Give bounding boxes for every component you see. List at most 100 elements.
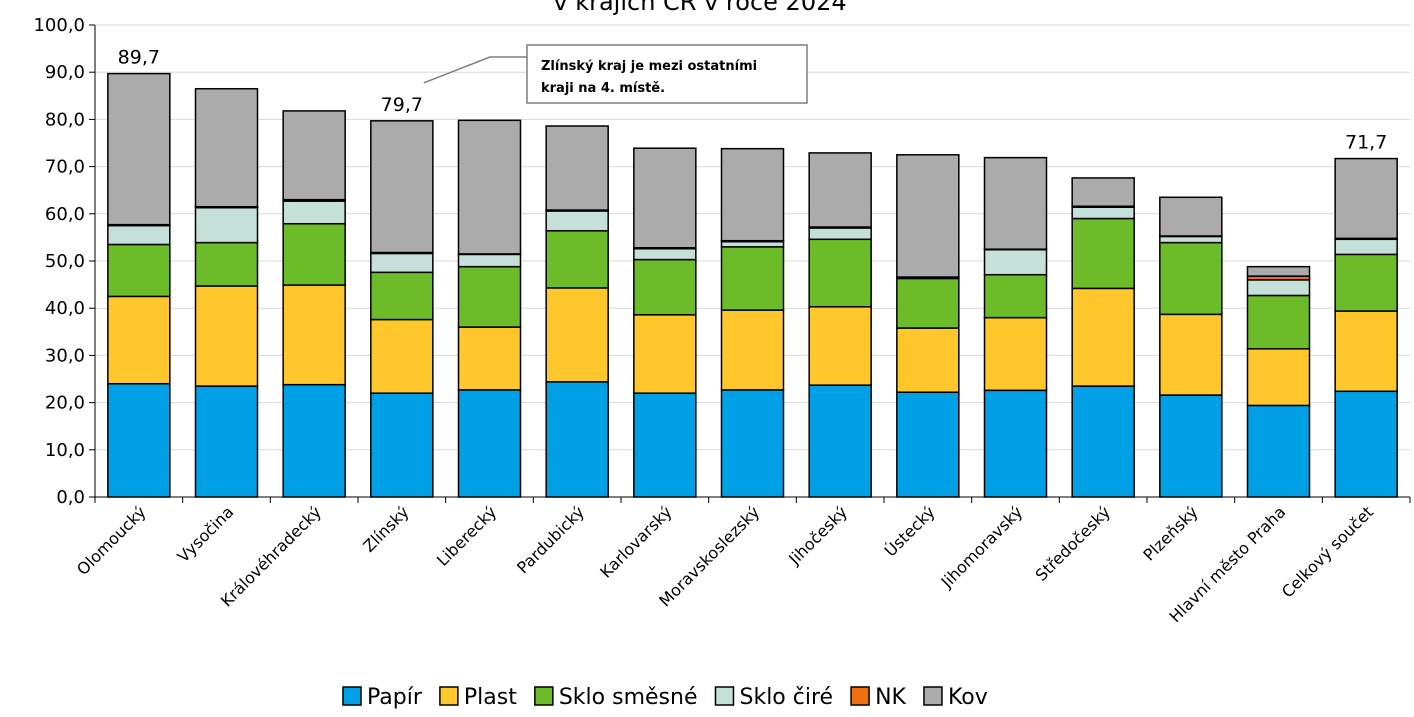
y-tick-label: 40,0 — [45, 298, 85, 319]
category-label: Karlovarský — [596, 502, 675, 581]
bar-segment — [370, 271, 434, 321]
bar-segment — [808, 238, 872, 308]
bar-segment — [545, 287, 609, 383]
bar-segment — [457, 389, 522, 498]
bar-segment — [983, 248, 1048, 276]
bar-segment — [1071, 385, 1135, 498]
bar-segment — [1159, 394, 1223, 498]
bar-segment — [896, 277, 960, 329]
bar-segment — [370, 392, 434, 498]
bar-segment — [1159, 235, 1223, 244]
bar-segment — [457, 119, 522, 255]
legend-swatch — [850, 686, 870, 706]
bar-segment — [545, 230, 609, 289]
bar-segment — [720, 309, 785, 391]
bar-segment — [1159, 313, 1223, 396]
bar-segment — [1334, 310, 1398, 393]
bar-segment — [808, 384, 872, 498]
bar-segment — [545, 381, 609, 498]
bar-segment — [1071, 217, 1135, 290]
bar-segment — [545, 210, 609, 232]
bar-segment — [282, 284, 346, 386]
y-tick-label: 100,0 — [33, 15, 85, 36]
bar-segment — [720, 240, 785, 248]
bar-segment — [720, 246, 785, 311]
bar-segment — [1246, 265, 1311, 277]
category-label: Olomoucký — [73, 502, 150, 579]
category-label: Vysočina — [173, 502, 237, 566]
bar-segment — [720, 147, 785, 242]
legend-label: Plast — [464, 685, 517, 710]
bar-segment — [896, 154, 960, 278]
bar-segment — [633, 258, 697, 316]
category-label: Liberecký — [433, 502, 500, 569]
bar-segment — [1246, 279, 1311, 297]
y-tick-label: 70,0 — [45, 157, 85, 178]
bar-segment — [370, 252, 434, 274]
bar-segment — [808, 152, 872, 228]
bar-segment — [896, 391, 960, 498]
bar-segment — [983, 389, 1048, 498]
legend-swatch — [439, 686, 459, 706]
bar-segment — [545, 125, 609, 211]
callout-box — [526, 44, 808, 104]
bar-segment — [1246, 404, 1311, 498]
bar-segment — [282, 110, 346, 201]
legend-swatch — [342, 686, 362, 706]
legend-label: Sklo směsné — [559, 685, 698, 710]
y-tick-label: 80,0 — [45, 109, 85, 130]
bar-segment — [633, 392, 697, 498]
bar-segment — [808, 227, 872, 241]
bar-segment — [1071, 206, 1135, 220]
bar-segment — [282, 200, 346, 225]
bar-segment — [1071, 287, 1135, 387]
legend-swatch — [714, 686, 735, 706]
total-label: 89,7 — [118, 47, 160, 69]
bar-segment — [1159, 196, 1223, 237]
y-tick-label: 60,0 — [45, 204, 85, 225]
bar-segment — [370, 318, 434, 394]
bar-segment — [1246, 294, 1311, 350]
y-tick-label: 30,0 — [45, 345, 85, 366]
bar-segment — [720, 389, 785, 498]
bar-segment — [107, 224, 171, 246]
bar-segment — [633, 147, 697, 249]
bar-segment — [457, 326, 522, 391]
y-tick-label: 50,0 — [45, 251, 85, 272]
category-label: Plzeňský — [1139, 502, 1201, 564]
bar-segment — [194, 87, 259, 208]
legend-swatch — [534, 686, 554, 706]
bar-segment — [983, 273, 1048, 319]
bar-segment — [808, 306, 872, 386]
bar-segment — [983, 316, 1048, 392]
legend-swatch — [923, 686, 943, 706]
bar-segment — [107, 72, 171, 226]
chart-title: v krajích ČR v roce 2024 — [553, 0, 846, 16]
y-tick-label: 10,0 — [45, 440, 85, 461]
category-label: Jihomoravský — [937, 502, 1027, 592]
bar-segment — [1159, 241, 1223, 316]
bar-segment — [194, 206, 259, 244]
callout-text: kraji na 4. místě. — [541, 81, 665, 96]
bar-segment — [107, 295, 171, 385]
bar-segment — [282, 222, 346, 286]
bar-segment — [194, 241, 259, 287]
total-label: 79,7 — [381, 94, 423, 116]
y-tick-label: 0,0 — [56, 487, 85, 508]
total-label: 71,7 — [1345, 132, 1387, 154]
category-label: Jihočeský — [784, 502, 851, 569]
legend-label: Sklo čiré — [739, 685, 833, 710]
category-label: Ústecký — [881, 502, 939, 560]
bar-segment — [1334, 157, 1398, 240]
bar-segment — [1246, 348, 1311, 407]
bar-segment — [282, 383, 346, 498]
bar-segment — [633, 314, 697, 394]
bar-segment — [1334, 390, 1398, 498]
bar-segment — [896, 327, 960, 393]
category-label: Celkový součet — [1278, 502, 1377, 601]
legend-label: Papír — [367, 685, 423, 710]
bar-segment — [1334, 253, 1398, 312]
bar-segment — [633, 247, 697, 261]
